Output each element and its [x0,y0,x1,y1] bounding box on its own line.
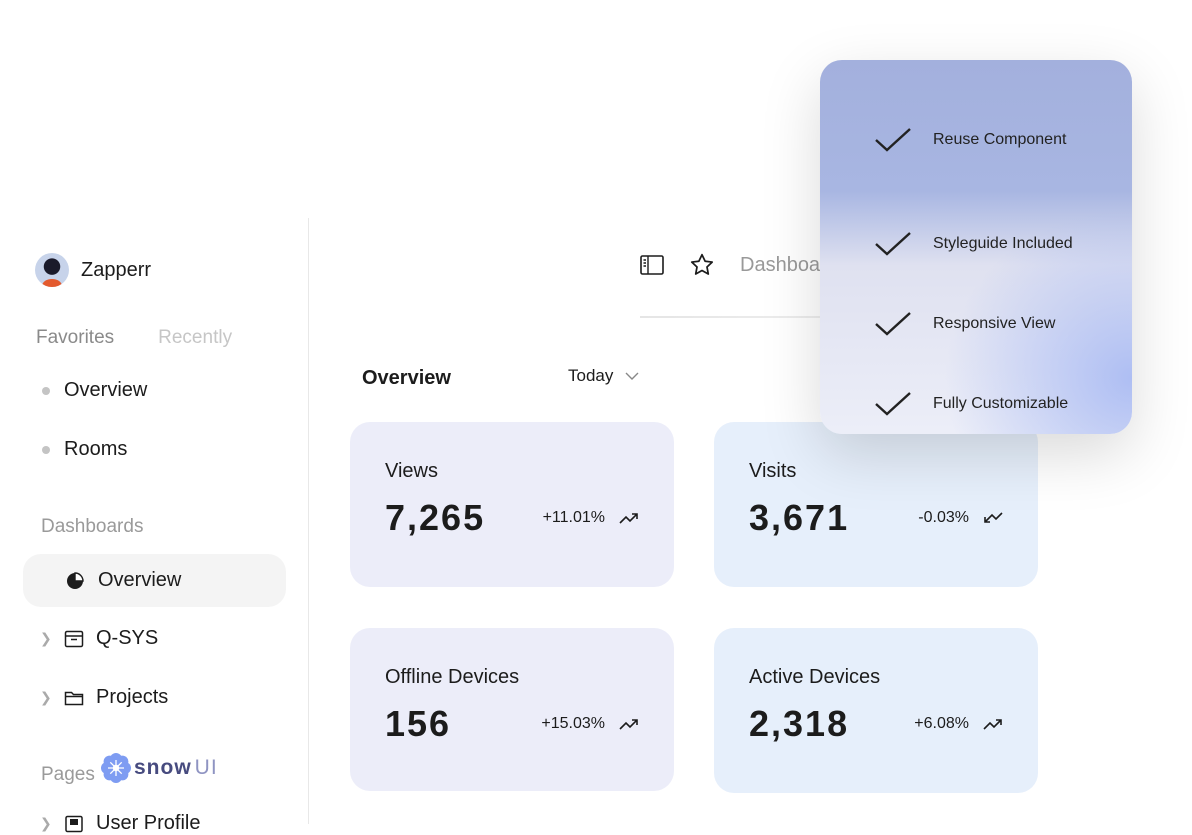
card-views[interactable]: Views 7,265 +11.01% [350,422,674,587]
card-value: 7,265 [385,497,486,538]
tab-recently[interactable]: Recently [158,327,233,348]
pages-heading: Pages [41,764,95,785]
chevron-down-icon [625,372,639,380]
archive-box-icon [64,630,84,647]
card-active-devices[interactable]: Active Devices 2,318 +6.08% [714,628,1038,793]
user-name: Zapperr [81,258,152,281]
logo-text: snow [134,756,192,779]
period-value: Today [568,366,614,385]
tab-favorites[interactable]: Favorites [36,327,115,348]
feature-item: Reuse Component [820,100,1132,180]
feature-label: Reuse Component [933,131,1067,148]
favorite-label: Overview [64,379,148,401]
feature-item: Styleguide Included [820,204,1132,284]
sidebar-divider [308,218,309,824]
card-change: +15.03% [541,715,605,732]
check-icon [875,312,911,336]
feature-item: Responsive View [820,284,1132,364]
card-change: +6.08% [914,715,969,732]
favorite-label: Rooms [64,438,128,460]
dot-icon [42,386,50,395]
check-icon [875,128,911,152]
star-icon[interactable] [688,252,716,278]
sidebar-item-projects[interactable]: ❯ Projects [40,686,168,709]
card-label: Offline Devices [385,666,520,688]
pie-chart-icon [67,571,84,589]
trend-up-icon [619,513,638,524]
feature-item: Fully Customizable [820,364,1132,444]
chevron-right-icon[interactable]: ❯ [40,689,52,705]
card-change: -0.03% [918,509,969,526]
sidebar-item-label: Q-SYS [96,627,159,649]
card-label: Active Devices [749,666,881,688]
overview-title: Overview [362,367,451,389]
logo-accent: UI [194,756,218,779]
trend-up-icon [619,719,638,730]
favorite-item-overview[interactable]: Overview [42,379,147,402]
card-value: 2,318 [749,703,850,744]
period-dropdown[interactable]: Today [568,366,639,386]
feature-label: Styleguide Included [933,235,1073,252]
features-panel: Reuse Component Styleguide Included Resp… [820,60,1132,434]
card-value: 3,671 [749,497,850,538]
user-profile[interactable]: Zapperr [35,253,151,287]
snowflake-logo-icon [101,753,131,783]
folder-icon [64,691,84,705]
trend-down-icon [984,512,1003,523]
dot-icon [42,445,50,454]
sidebar-item-label: Projects [96,686,169,708]
snowui-logo: snow UI [101,753,218,783]
favorite-item-rooms[interactable]: Rooms [42,438,127,461]
card-visits[interactable]: Visits 3,671 -0.03% [714,422,1038,587]
feature-label: Fully Customizable [933,395,1069,412]
sidebar-item-q-sys[interactable]: ❯ Q-SYS [40,627,158,650]
card-label: Visits [749,460,797,482]
topbar-divider [640,316,840,318]
avatar [35,253,69,287]
card-label: Views [385,460,438,482]
check-icon [875,392,911,416]
top-bar: Dashboards [640,252,848,278]
trend-up-icon [983,719,1002,730]
sidebar-toggle-icon[interactable] [640,254,664,276]
card-value: 156 [385,703,452,744]
check-icon [875,232,911,256]
sidebar-item-label: Overview [98,569,182,591]
feature-label: Responsive View [933,315,1056,332]
sidebar-item-overview[interactable]: Overview [23,554,286,607]
chevron-right-icon[interactable]: ❯ [40,630,52,646]
card-change: +11.01% [542,509,605,526]
dashboards-heading: Dashboards [41,516,144,537]
card-offline-devices[interactable]: Offline Devices 156 +15.03% [350,628,674,791]
chevron-right-icon[interactable]: ❯ [40,815,52,831]
sidebar-tabs: Favorites Recently [36,327,232,349]
